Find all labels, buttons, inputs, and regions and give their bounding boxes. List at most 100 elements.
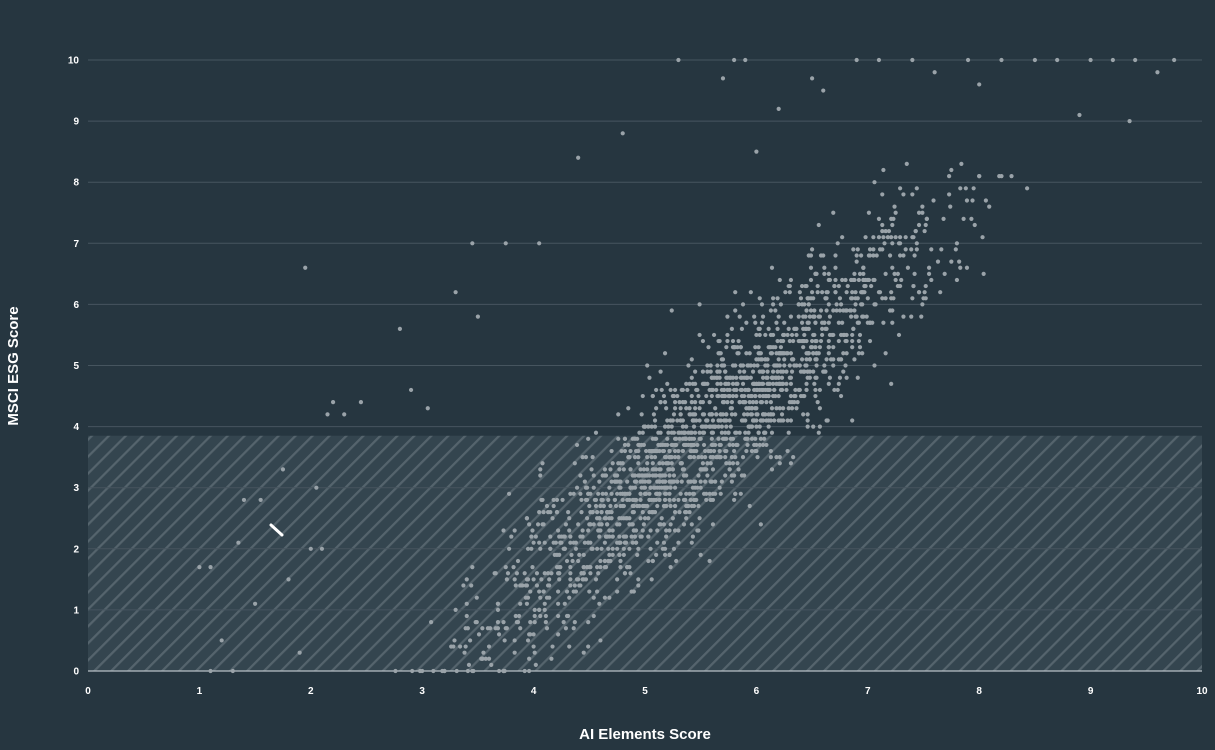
x-tick-label: 2 xyxy=(308,686,314,697)
scatter-point xyxy=(806,351,811,356)
scatter-point xyxy=(617,552,622,558)
scatter-point xyxy=(678,406,683,411)
scatter-point xyxy=(798,393,804,399)
scatter-point xyxy=(697,436,702,441)
scatter-point xyxy=(671,473,677,478)
scatter-point xyxy=(489,662,494,667)
scatter-point xyxy=(825,418,830,423)
scatter-point xyxy=(787,375,792,380)
scatter-point xyxy=(784,381,789,386)
scatter-point xyxy=(501,528,506,533)
scatter-point xyxy=(824,326,829,331)
scatter-point xyxy=(597,479,602,484)
scatter-point xyxy=(766,418,771,423)
scatter-point xyxy=(618,565,623,570)
scatter-point xyxy=(824,357,829,362)
scatter-point xyxy=(703,424,708,429)
scatter-point xyxy=(931,198,936,203)
scatter-point xyxy=(857,332,863,338)
scatter-point xyxy=(691,448,697,454)
scatter-point xyxy=(718,418,723,423)
scatter-point xyxy=(538,613,543,619)
scatter-point xyxy=(802,332,807,338)
scatter-point xyxy=(578,491,583,496)
scatter-point xyxy=(965,57,971,63)
scatter-point xyxy=(501,620,506,625)
scatter-point xyxy=(705,461,710,466)
scatter-point xyxy=(757,387,762,393)
scatter-point xyxy=(208,565,213,570)
scatter-point xyxy=(568,577,573,582)
scatter-point xyxy=(676,497,681,503)
scatter-point xyxy=(748,412,753,417)
scatter-point xyxy=(615,491,620,496)
scatter-point xyxy=(805,375,810,380)
scatter-point xyxy=(543,613,548,619)
scatter-point xyxy=(638,534,643,539)
scatter-point xyxy=(594,546,600,551)
scatter-point xyxy=(716,338,721,344)
scatter-point xyxy=(860,290,865,295)
scatter-point xyxy=(749,424,755,429)
scatter-point xyxy=(632,534,638,539)
scatter-point xyxy=(754,149,759,154)
scatter-point xyxy=(556,601,561,606)
scatter-point xyxy=(599,546,604,551)
scatter-point xyxy=(671,412,677,417)
scatter-point xyxy=(958,265,963,270)
scatter-point xyxy=(752,363,757,368)
scatter-point xyxy=(706,345,711,350)
scatter-point xyxy=(781,338,786,344)
scatter-point xyxy=(844,308,849,313)
scatter-point xyxy=(605,522,610,527)
scatter-point xyxy=(527,522,532,527)
scatter-point xyxy=(608,558,613,564)
scatter-point xyxy=(549,571,554,576)
scatter-point xyxy=(939,247,944,252)
scatter-point xyxy=(717,455,722,460)
scatter-point xyxy=(568,565,573,570)
scatter-point xyxy=(668,418,673,423)
scatter-point xyxy=(699,467,704,472)
scatter-point xyxy=(738,345,743,350)
scatter-point xyxy=(541,510,546,515)
scatter-point xyxy=(776,375,781,380)
scatter-point xyxy=(564,589,570,594)
scatter-point xyxy=(739,375,745,380)
scatter-point xyxy=(890,265,895,270)
scatter-point xyxy=(725,314,730,319)
scatter-point xyxy=(798,369,804,374)
scatter-point xyxy=(757,393,762,399)
scatter-point xyxy=(893,277,898,283)
scatter-point xyxy=(895,271,900,276)
scatter-point xyxy=(538,595,543,600)
scatter-point xyxy=(826,381,831,386)
scatter-point xyxy=(796,314,801,319)
scatter-point xyxy=(845,283,850,289)
scatter-point xyxy=(629,534,634,539)
scatter-point xyxy=(883,296,888,301)
scatter-point xyxy=(771,369,776,374)
scatter-point xyxy=(657,479,662,484)
scatter-point xyxy=(831,308,836,313)
scatter-point xyxy=(550,516,555,521)
scatter-point xyxy=(648,546,653,551)
scatter-point xyxy=(671,430,677,435)
scatter-point xyxy=(766,393,771,399)
scatter-point xyxy=(724,461,729,466)
scatter-point xyxy=(981,271,986,276)
scatter-point xyxy=(671,497,677,503)
scatter-point xyxy=(778,387,784,393)
scatter-point xyxy=(695,442,700,448)
scatter-point xyxy=(942,271,947,276)
scatter-point xyxy=(700,369,706,374)
scatter-point xyxy=(883,271,888,276)
scatter-point xyxy=(898,253,903,258)
scatter-point xyxy=(689,357,694,362)
scatter-point xyxy=(755,363,760,368)
scatter-point xyxy=(708,412,713,417)
scatter-point xyxy=(684,516,689,521)
scatter-point xyxy=(752,418,757,423)
scatter-point xyxy=(851,247,856,252)
scatter-point xyxy=(219,638,224,643)
